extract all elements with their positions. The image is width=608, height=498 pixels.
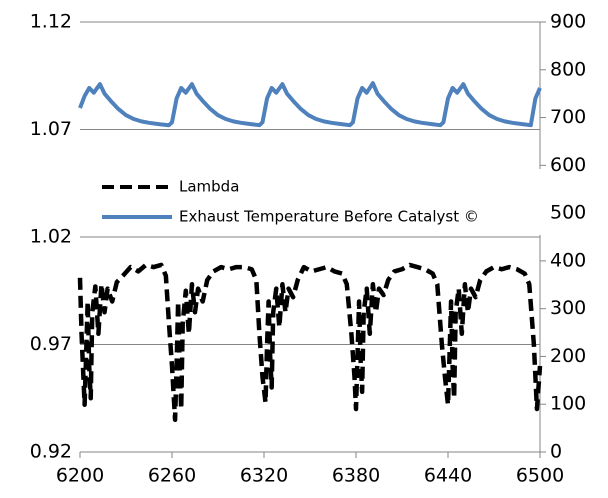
legend-label: Exhaust Temperature Before Catalyst © — [179, 208, 479, 226]
x-tick-label: 6380 — [332, 465, 380, 487]
x-tick-label: 6200 — [56, 465, 104, 487]
y-tick-label: 1.12 — [30, 11, 72, 33]
y2-tick-label: 500 — [550, 202, 586, 224]
y-tick-label: 0.97 — [30, 333, 72, 355]
y-tick-label: 0.92 — [30, 441, 72, 463]
y2-tick-label: 400 — [550, 249, 586, 271]
y2-tick-label: 800 — [550, 58, 586, 80]
y2-tick-label: 300 — [550, 297, 586, 319]
x-tick-label: 6320 — [240, 465, 288, 487]
series-line — [78, 81, 542, 128]
y2-tick-label: 600 — [550, 154, 586, 176]
legend-label: Lambda — [179, 178, 239, 196]
y2-tick-label: 700 — [550, 106, 586, 128]
y2-tick-label: 200 — [550, 345, 586, 367]
legend-box — [95, 169, 547, 235]
y-tick-label: 1.07 — [30, 118, 72, 140]
series-line — [77, 262, 543, 422]
y2-tick-label: 900 — [550, 11, 586, 33]
x-tick-label: 6500 — [516, 465, 564, 487]
x-tick-label: 6260 — [148, 465, 196, 487]
x-tick-label: 6440 — [424, 465, 472, 487]
y2-tick-label: 100 — [550, 393, 586, 415]
y2-tick-label: 0 — [550, 441, 562, 463]
y-tick-label: 1.02 — [30, 226, 72, 248]
